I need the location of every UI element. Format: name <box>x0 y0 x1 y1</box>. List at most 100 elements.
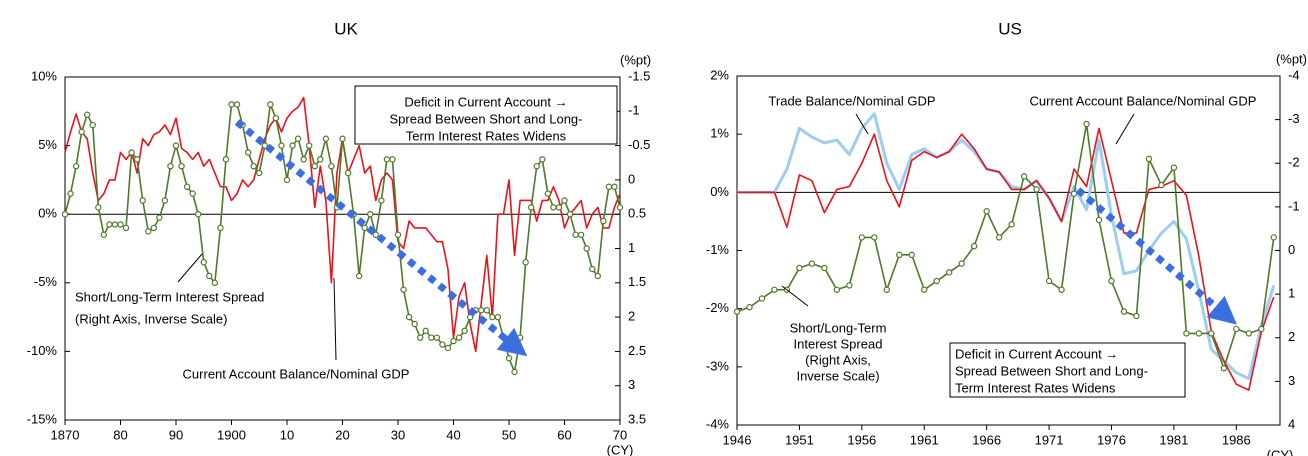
series-marker <box>1183 330 1190 337</box>
annotation-box <box>949 342 1186 398</box>
y-tick-label: -3% <box>706 358 730 373</box>
series-marker <box>1195 330 1203 337</box>
x-tick-label: 1961 <box>910 432 939 447</box>
series-marker <box>322 135 330 142</box>
series-marker <box>61 210 69 218</box>
series-marker <box>883 286 890 293</box>
x-tick-label: 1981 <box>1159 432 1188 447</box>
series-marker <box>294 135 302 142</box>
x-axis-label: (CY) <box>607 442 634 456</box>
series-marker <box>122 224 130 232</box>
series-marker <box>511 368 518 376</box>
x-tick-label: 1966 <box>972 432 1001 447</box>
panel-title: US <box>998 19 1022 38</box>
series-marker <box>133 156 141 163</box>
annotation-text: Deficit in Current Account → <box>404 94 567 109</box>
y2-tick-label: 0 <box>1288 242 1295 257</box>
series-marker <box>250 162 257 170</box>
y-tick-label: -4% <box>706 416 730 431</box>
y2-tick-label: 1.5 <box>628 274 646 289</box>
series-marker <box>577 231 585 238</box>
series-marker <box>1258 325 1265 333</box>
series-marker <box>522 259 529 266</box>
y2-tick-label: -1 <box>1288 198 1300 213</box>
series-marker <box>72 162 80 170</box>
y-tick-label: 10% <box>31 68 57 83</box>
series-marker <box>846 282 853 289</box>
series-marker <box>544 190 552 197</box>
y2-tick-label: 4 <box>1288 416 1295 431</box>
series-marker <box>300 156 307 163</box>
x-tick-label: 80 <box>113 427 127 442</box>
series-marker <box>796 264 803 272</box>
series-marker <box>89 121 96 129</box>
y2-tick-label: -3 <box>1288 111 1300 126</box>
series-marker <box>995 234 1003 241</box>
series-marker <box>167 162 174 170</box>
series-marker <box>808 260 816 267</box>
series-marker <box>117 221 124 228</box>
series-marker <box>211 279 219 286</box>
series-marker <box>572 231 579 238</box>
series-marker <box>1045 277 1053 285</box>
annotation-pointer <box>855 113 869 135</box>
annotation-text: Current Account Balance/Nominal GDP <box>183 366 410 381</box>
series-marker <box>450 337 457 345</box>
series-marker <box>261 142 268 149</box>
series-marker <box>405 313 413 321</box>
series-marker <box>550 204 557 211</box>
annotation-pointer <box>177 253 203 283</box>
x-tick-label: 1956 <box>847 432 876 447</box>
series-marker <box>256 169 263 177</box>
trend-arrow <box>1075 187 1237 325</box>
y-tick-label: 1% <box>710 126 729 141</box>
series-marker <box>222 156 230 163</box>
series-marker <box>611 183 618 190</box>
series-marker <box>908 251 915 259</box>
y2-tick-label: 0 <box>628 171 635 186</box>
series-marker <box>439 341 446 348</box>
y-tick-label: -10% <box>27 343 58 358</box>
series-marker <box>600 217 607 225</box>
series-line <box>737 112 1276 380</box>
annotation-text: Current Account Balance/Nominal GDP <box>1030 93 1257 108</box>
series-marker <box>970 242 978 250</box>
annotation-box <box>354 85 618 145</box>
series-marker <box>539 156 546 163</box>
series-marker <box>67 190 74 197</box>
annotation-text: (Right Axis, Inverse Scale) <box>75 311 227 326</box>
series-marker <box>605 183 613 190</box>
series-marker <box>555 204 563 211</box>
series-marker <box>921 286 928 293</box>
series-marker <box>200 259 207 266</box>
series-marker <box>139 197 146 204</box>
series-marker <box>733 308 741 315</box>
series-marker <box>1008 221 1015 228</box>
series-marker <box>217 224 224 232</box>
annotation-pointer <box>1115 113 1135 145</box>
series-marker <box>746 304 753 311</box>
annotation-pointer <box>333 277 337 361</box>
y2-tick-label: -4 <box>1288 67 1300 82</box>
series-line <box>737 127 1275 391</box>
y2-tick-label: -0.5 <box>628 137 650 152</box>
series-marker <box>589 265 596 273</box>
series-marker <box>339 135 346 142</box>
series-marker <box>317 156 324 163</box>
annotation-text: Spread Between Short and Long- <box>955 363 1148 378</box>
series-marker <box>478 307 485 314</box>
series-marker <box>267 101 274 108</box>
x-tick-label: 1971 <box>1035 432 1064 447</box>
series-marker <box>1208 330 1215 337</box>
series-marker <box>95 204 102 211</box>
series-marker <box>505 355 513 362</box>
annotation-text: Inverse Scale) <box>796 368 879 383</box>
x-tick-label: 1870 <box>51 427 80 442</box>
y-tick-label: 0% <box>38 206 57 221</box>
series-marker <box>372 231 379 238</box>
y2-tick-label: 2 <box>628 309 635 324</box>
series-marker <box>833 286 841 293</box>
series-marker <box>100 231 108 238</box>
series-marker <box>896 251 903 259</box>
